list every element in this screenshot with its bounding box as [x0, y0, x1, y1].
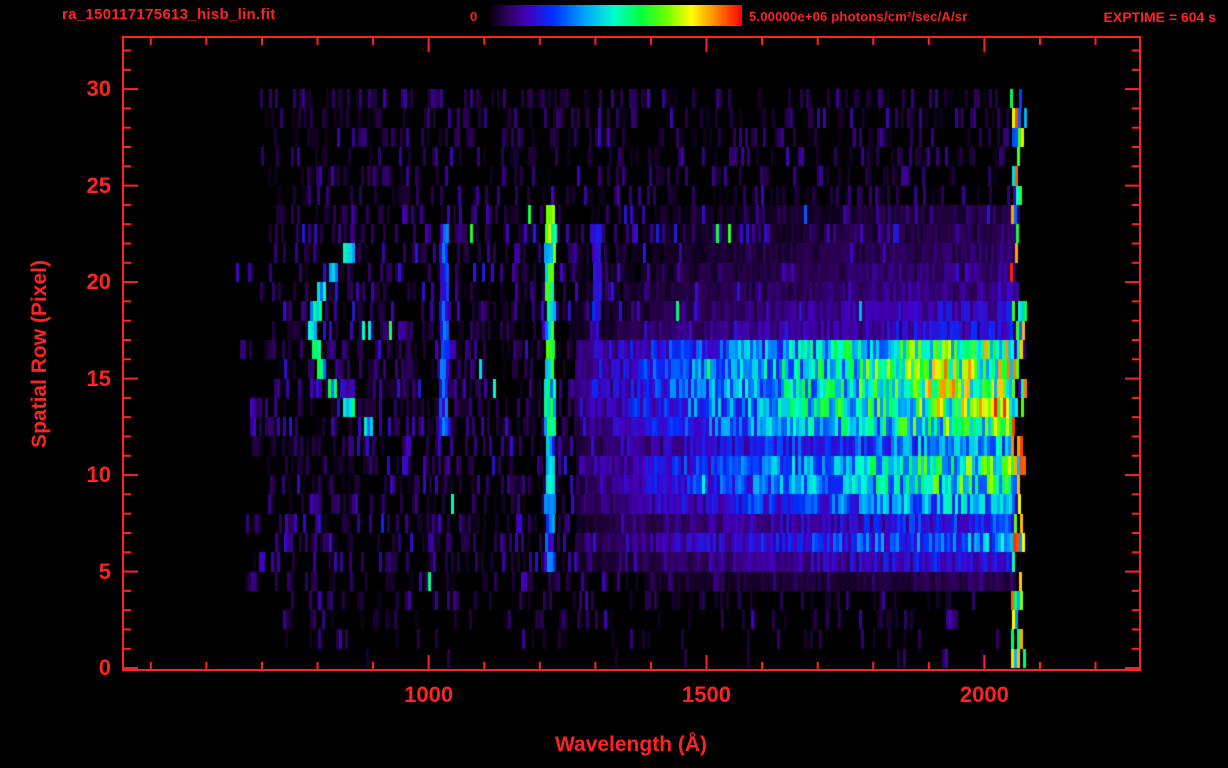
- exptime-label: EXPTIME = 604 s: [1103, 9, 1216, 25]
- x-tick-label: 1000: [404, 682, 454, 707]
- colorbar-gradient: [487, 5, 742, 26]
- y-axis-title: Spatial Row (Pixel): [28, 260, 51, 448]
- y-tick-label: 25: [86, 172, 111, 198]
- y-tick-label: 0: [98, 655, 111, 681]
- colorbar-min-label: 0: [470, 9, 478, 24]
- file-title: ra_150117175613_hisb_lin.fit: [62, 6, 276, 23]
- x-axis-title: Wavelength (Å): [554, 733, 708, 756]
- y-tick-label: 10: [86, 462, 111, 488]
- x-tick-label: 2000: [959, 682, 1009, 707]
- y-tick-label: 30: [86, 76, 111, 102]
- x-tick-label: 1500: [682, 682, 731, 707]
- spectral-heatmap-canvas: [123, 37, 1140, 670]
- y-tick-label: 5: [98, 558, 111, 584]
- colorbar-max-label: 5.00000e+06 photons/cm²/sec/A/sr: [749, 9, 968, 24]
- y-tick-label: 20: [86, 269, 111, 295]
- y-tick-label: 15: [86, 365, 111, 391]
